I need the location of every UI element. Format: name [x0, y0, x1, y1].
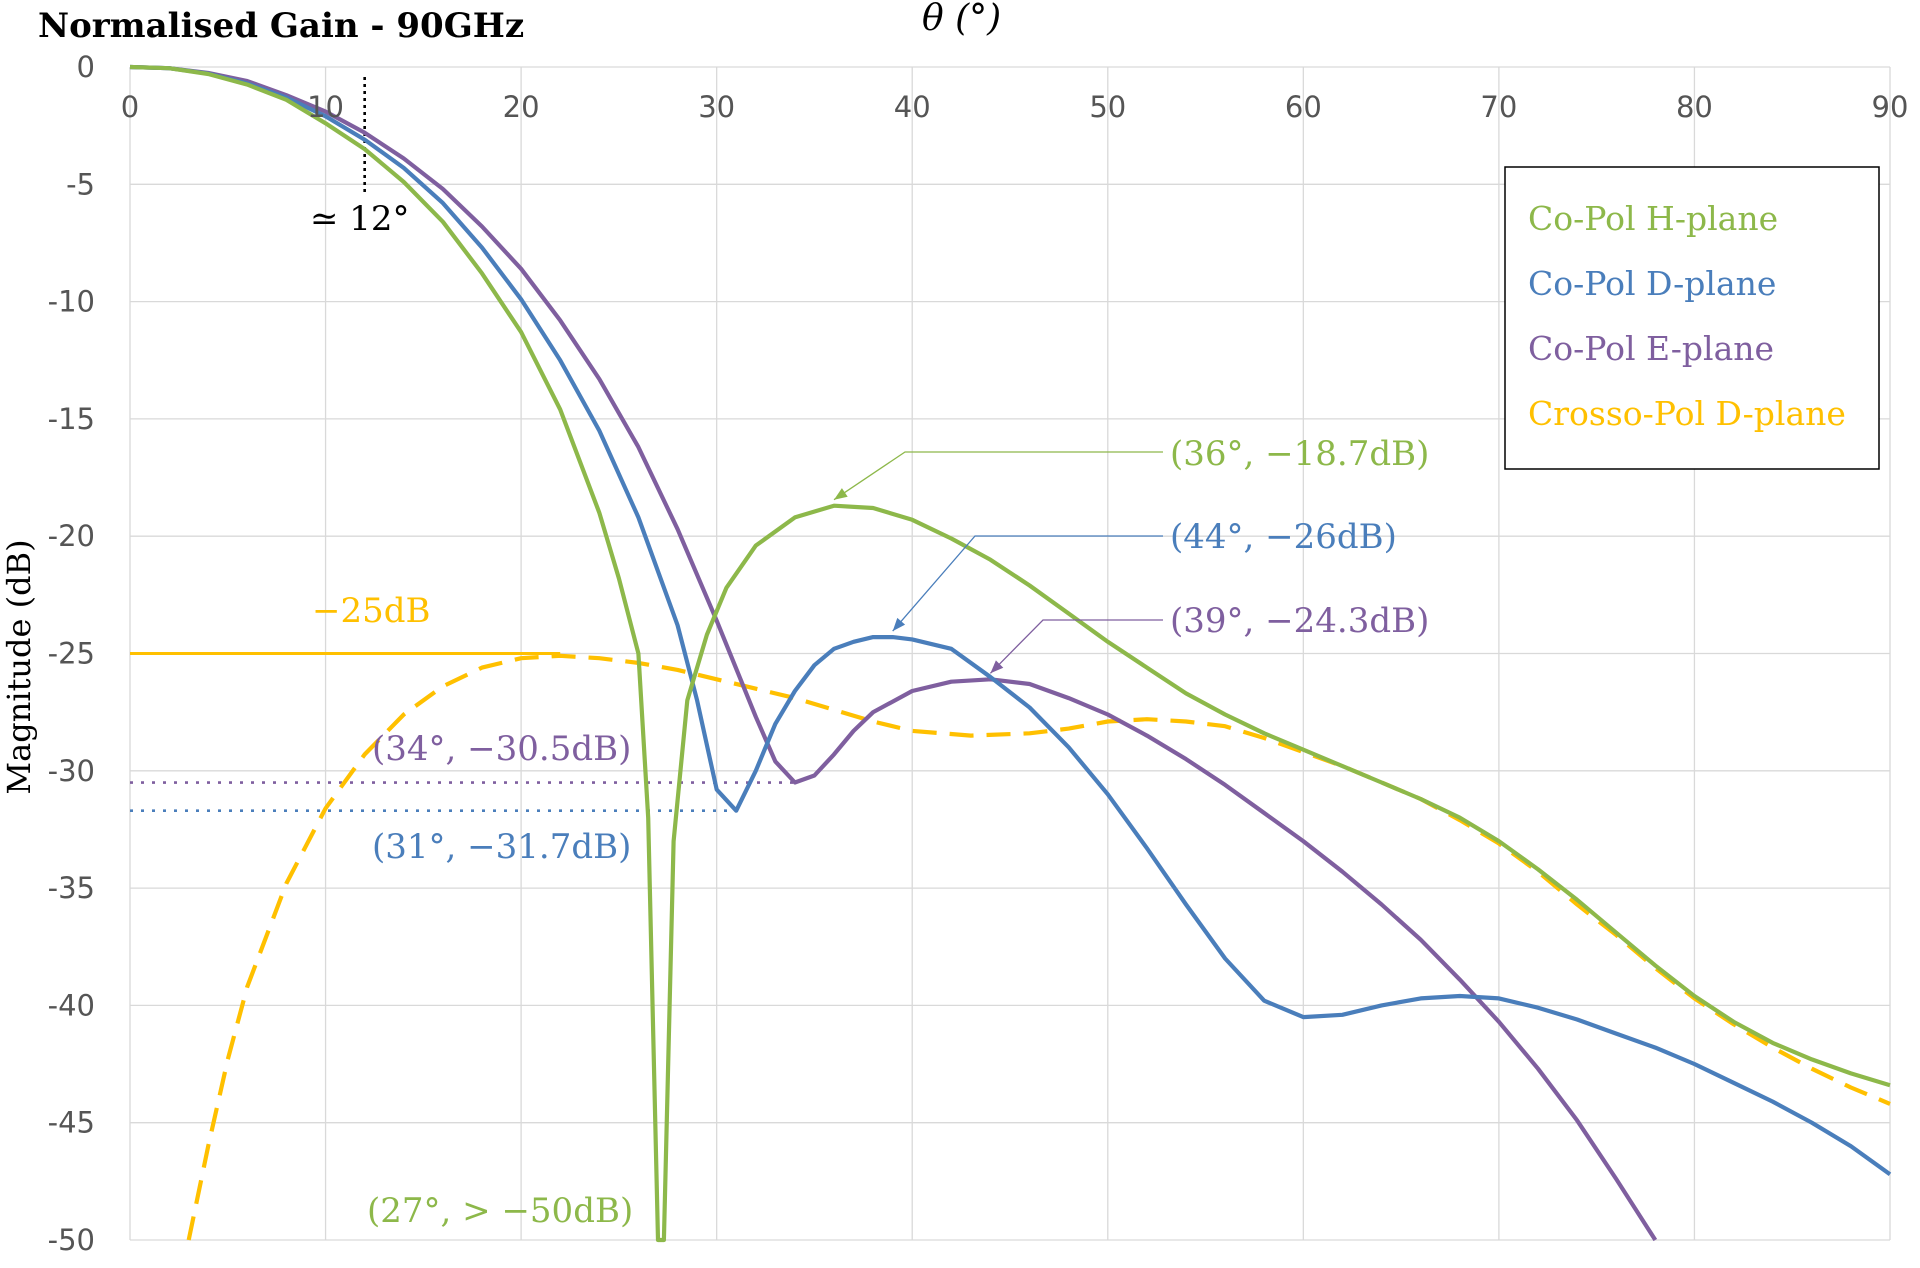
- tick-labels: 0 10 20 30 40 50 60 70 80 90 0 -5 -10 -15 -20 -25 -30 -35…: [48, 50, 1909, 1257]
- series-line: [186, 653, 1891, 1241]
- x-tick-label: 10: [307, 90, 344, 124]
- annotation-leader-line: [989, 619, 1163, 674]
- legend-item-co-pol-h-plane: Co-Pol H-plane: [1528, 199, 1778, 238]
- y-tick-label: -45: [48, 1106, 95, 1140]
- series-lines: [129, 64, 1892, 1243]
- x-tick-label: 40: [894, 90, 931, 124]
- legend-item-co-pol-d-plane: Co-Pol D-plane: [1528, 264, 1776, 303]
- annotation-e-plane-peak: (39°, −24.3dB): [1170, 601, 1429, 641]
- y-tick-label: -25: [48, 637, 95, 671]
- annotation-leader-line: [833, 451, 1163, 501]
- annotation-h-plane-null: (27°, > −50dB): [367, 1191, 633, 1231]
- x-tick-label: 30: [698, 90, 735, 124]
- annotation-e-plane-null: (34°, −30.5dB): [372, 729, 631, 769]
- x-tick-label: 0: [121, 90, 139, 124]
- annotation-cross-pol-level: −25dB: [312, 591, 431, 631]
- legend: Co-Pol H-plane Co-Pol D-plane Co-Pol E-p…: [1504, 166, 1880, 470]
- x-tick-label: 20: [503, 90, 540, 124]
- series-line: [129, 64, 1658, 1242]
- annotation-arrowhead: [834, 488, 848, 500]
- y-tick-label: -5: [66, 167, 95, 201]
- reference-lines: [130, 77, 795, 812]
- annotation-h-plane-peak: (36°, −18.7dB): [1170, 434, 1429, 474]
- y-tick-label: -50: [48, 1223, 95, 1257]
- annotation-leaders: [833, 451, 1163, 674]
- y-axis-title: Magnitude (dB): [0, 539, 38, 794]
- y-tick-label: -35: [48, 871, 95, 905]
- y-tick-label: -30: [48, 754, 95, 788]
- x-tick-label: 50: [1089, 90, 1126, 124]
- x-tick-label: 80: [1676, 90, 1713, 124]
- chart-title: Normalised Gain - 90GHz: [38, 6, 524, 46]
- y-tick-label: -40: [48, 988, 95, 1022]
- annotation-leader-line: [892, 535, 1163, 632]
- annotations: (36°, −18.7dB) (44°, −26dB) (39°, −24.3d…: [310, 199, 1429, 1231]
- annotation-arrowhead: [892, 617, 906, 632]
- legend-box: [1504, 166, 1880, 470]
- series-line: [129, 64, 1891, 1243]
- x-tick-label: 90: [1872, 90, 1909, 124]
- y-tick-label: 0: [77, 50, 95, 84]
- x-tick-label: 70: [1480, 90, 1517, 124]
- annotation-d-plane-peak: (44°, −26dB): [1170, 517, 1397, 557]
- annotation-beamwidth: ≃ 12°: [310, 199, 410, 239]
- x-tick-label: 60: [1285, 90, 1322, 124]
- x-axis-title: θ (°): [922, 0, 1001, 39]
- y-tick-label: -15: [48, 402, 95, 436]
- annotation-arrowhead: [990, 660, 1004, 674]
- y-tick-label: -20: [48, 519, 95, 553]
- legend-item-crosso-pol-d-plane: Crosso-Pol D-plane: [1528, 394, 1846, 433]
- y-tick-label: -10: [48, 285, 95, 319]
- annotation-d-plane-null: (31°, −31.7dB): [372, 827, 631, 867]
- legend-item-co-pol-e-plane: Co-Pol E-plane: [1528, 329, 1774, 368]
- series-line: [129, 64, 1892, 1177]
